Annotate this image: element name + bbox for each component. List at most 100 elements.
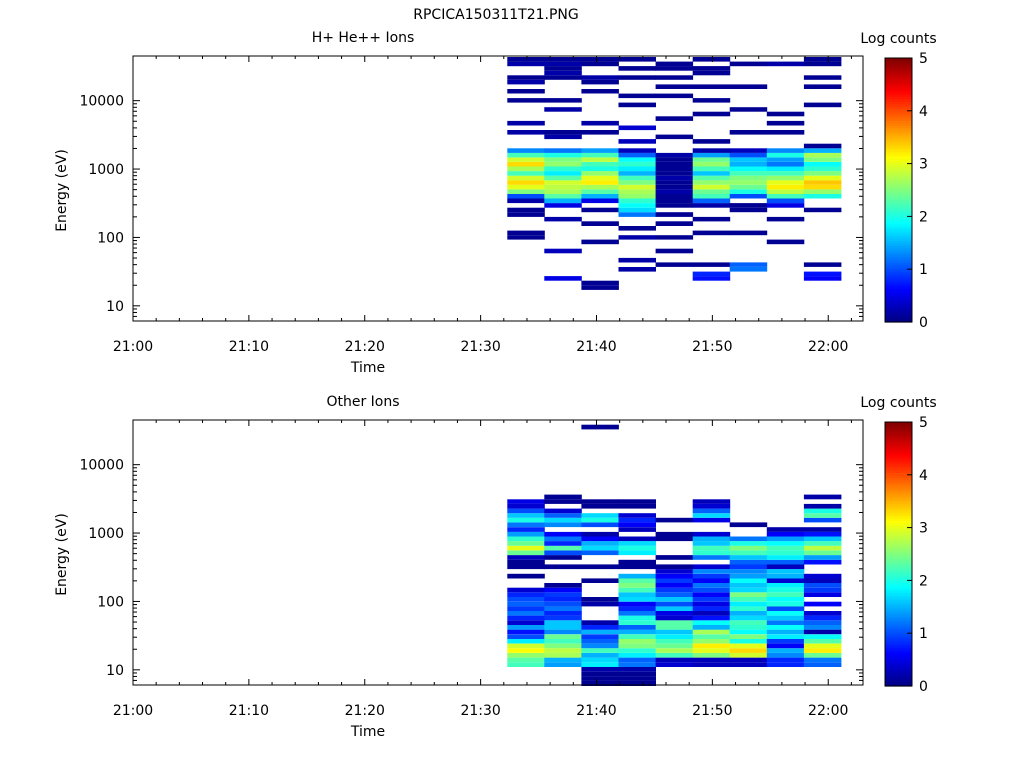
heatmap-cell [766,578,805,583]
heatmap-cell [618,559,656,565]
heatmap-cell [544,583,582,588]
heatmap-cell [618,194,656,199]
heatmap-cell [544,98,582,103]
heatmap-cell [655,578,694,583]
heatmap-cell [729,203,768,208]
heatmap-cell [729,541,768,546]
colorbar-segment [885,611,912,615]
heatmap-cell [655,643,694,649]
colorbar-segment [885,513,912,517]
heatmap-cell [692,629,731,635]
heatmap-cell [544,75,582,80]
colorbar-segment [885,467,912,471]
heatmap-cell [544,513,582,518]
colorbar-segment [885,89,912,93]
heatmap-cell [618,171,656,176]
heatmap-cell [581,671,619,677]
heatmap-cell [581,625,619,630]
heatmap-cell [507,57,545,62]
heatmap-cell [803,148,842,153]
heatmap-cell [692,184,731,190]
heatmap-cell [581,75,619,80]
heatmap-cell [581,503,619,509]
colorbar-segment [885,606,912,610]
heatmap-cell [581,280,619,286]
heatmap-cell [803,166,842,172]
colorbar-segment [885,647,912,651]
heatmap-cell [803,162,842,167]
heatmap-cell [581,424,619,430]
heatmap-cell [544,597,582,602]
heatmap-cell [618,125,656,131]
colorbar-segment [885,477,912,481]
colorbar-segment [885,144,912,148]
colorbar-segment [885,77,912,81]
heatmap-cell [581,513,619,518]
heatmap-cell [544,662,582,667]
colorbar-segment [885,496,912,500]
heatmap-cell [507,634,545,639]
colorbar-segment [885,242,912,246]
heatmap-cell [692,503,731,509]
colorbar-segment [885,278,912,282]
heatmap-cell [729,207,768,213]
heatmap-cell [507,75,545,80]
colorbar-segment [885,264,912,268]
heatmap-cell [507,79,545,85]
heatmap-cell [507,620,545,625]
colorbar-segment [885,630,912,634]
heatmap-cell [618,66,656,71]
colorbar-segment [885,508,912,512]
colorbar-segment [885,295,912,299]
heatmap-cell [655,569,694,574]
heatmap-cell [618,93,656,99]
colorbar-segment [885,537,912,541]
heatmap-cell [581,194,619,199]
colorbar-segment [885,446,912,449]
colorbar-segment [885,623,912,627]
heatmap-cell [729,130,768,135]
heatmap-cell [581,189,619,194]
heatmap-cell [803,189,842,194]
heatmap-cell [766,625,805,630]
colorbar-segment [885,638,912,641]
colorbar-segment [885,544,912,548]
heatmap-cell [507,531,545,537]
colorbar-tick-label: 2 [919,573,928,589]
heatmap-cell [803,662,842,667]
heatmap-cell [544,638,582,644]
colorbar-segment [885,662,912,665]
colorbar-segment [885,573,912,577]
colorbar-segment [885,659,912,663]
heatmap-cell [618,157,656,162]
colorbar-segment [885,269,912,273]
colorbar-segment [885,554,912,557]
heatmap-cell [507,545,545,551]
colorbar-segment [885,506,912,509]
heatmap-cell [618,139,656,144]
colorbar-segment [885,238,912,241]
heatmap-cell [729,536,768,542]
colorbar-segment [885,479,912,483]
heatmap-cell [655,564,694,570]
heatmap-cell [692,531,731,537]
colorbar-segment [885,441,912,445]
colorbar-segment [885,233,912,237]
heatmap-cell [581,184,619,190]
y-tick-label: 1000 [88,162,124,178]
heatmap-cell [655,171,694,176]
heatmap-cell [618,667,656,672]
colorbar: 0 1 2 3 4 5 Log counts [860,31,936,331]
heatmap-cell [803,262,842,267]
heatmap-cell [655,235,694,240]
heatmap-cell [581,597,619,602]
colorbar-segment [885,652,912,656]
heatmap-cell [692,583,731,588]
heatmap-cell [581,120,619,126]
heatmap-cell [581,676,619,681]
heatmap-cell [766,152,805,158]
heatmap-cell [729,615,768,621]
heatmap-cell [692,271,731,277]
heatmap-cell [507,157,545,162]
colorbar-segment [885,139,912,143]
